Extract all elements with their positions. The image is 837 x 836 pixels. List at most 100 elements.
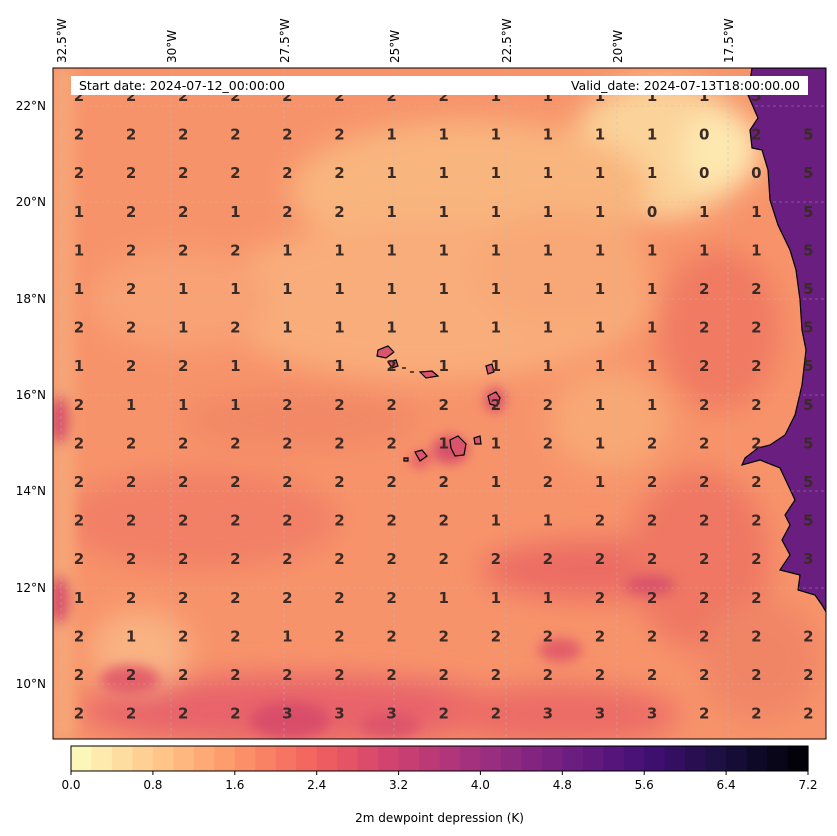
grid-value: 2 <box>699 396 709 414</box>
grid-value: 2 <box>438 705 448 723</box>
colorbar-cell <box>275 746 297 771</box>
grid-value: 1 <box>282 627 292 645</box>
colorbar-cell <box>705 746 727 771</box>
grid-value: 2 <box>126 705 136 723</box>
grid-value: 2 <box>74 627 84 645</box>
grid-value: 2 <box>178 705 188 723</box>
grid-value: 1 <box>595 434 605 452</box>
grid-value: 2 <box>230 87 240 105</box>
grid-value: 2 <box>230 473 240 491</box>
lat-label: 16°N <box>16 388 46 402</box>
grid-value: 2 <box>230 589 240 607</box>
colorbar-cell <box>664 746 686 771</box>
grid-value: 1 <box>386 164 396 182</box>
grid-value: 2 <box>334 473 344 491</box>
grid-value: 1 <box>282 357 292 375</box>
grid-value: 1 <box>230 357 240 375</box>
grid-value: 3 <box>543 705 553 723</box>
grid-value: 2 <box>282 203 292 221</box>
grid-value: 2 <box>543 550 553 568</box>
grid-value: 1 <box>491 164 501 182</box>
grid-value: 2 <box>282 164 292 182</box>
grid-value: 2 <box>334 627 344 645</box>
grid-value: 5 <box>803 203 813 221</box>
grid-value: 1 <box>74 357 84 375</box>
colorbar-title: 2m dewpoint depression (K) <box>355 811 524 825</box>
grid-value: 1 <box>647 357 657 375</box>
grid-value: 5 <box>803 319 813 337</box>
grid-value: 2 <box>647 550 657 568</box>
grid-value: 2 <box>126 203 136 221</box>
grid-value: 2 <box>74 126 84 144</box>
grid-value: 2 <box>334 87 344 105</box>
colorbar-cell <box>378 746 400 771</box>
grid-value: 1 <box>543 203 553 221</box>
grid-value: 1 <box>647 319 657 337</box>
grid-value: 2 <box>751 396 761 414</box>
grid-value: 2 <box>595 512 605 530</box>
grid-value: 1 <box>230 203 240 221</box>
grid-value: 2 <box>178 164 188 182</box>
grid-value: 0 <box>699 126 709 144</box>
grid-value: 2 <box>126 666 136 684</box>
grid-value: 2 <box>230 126 240 144</box>
grid-value: 1 <box>491 280 501 298</box>
valid-date-text: Valid_date: 2024-07-13T18:00:00.00 <box>571 78 800 93</box>
grid-value: 3 <box>647 705 657 723</box>
grid-value: 2 <box>699 280 709 298</box>
grid-value: 1 <box>438 319 448 337</box>
grid-value: 2 <box>595 627 605 645</box>
colorbar-ticks: 0.0 0.8 1.6 2.4 3.2 4.0 4.8 5.6 6.4 7.2 <box>61 771 818 792</box>
colorbar-cell <box>132 746 154 771</box>
grid-value: 1 <box>699 241 709 259</box>
colorbar-cell <box>787 746 809 771</box>
colorbar-cell <box>459 746 482 771</box>
grid-value: 2 <box>230 666 240 684</box>
grid-value: 1 <box>386 241 396 259</box>
colorbar-cell <box>746 746 768 771</box>
grid-value: 2 <box>74 87 84 105</box>
grid-value: 2 <box>699 512 709 530</box>
colorbar-cell <box>193 746 215 771</box>
grid-value: 2 <box>386 357 396 375</box>
grid-value: 2 <box>74 434 84 452</box>
grid-value: 1 <box>438 203 448 221</box>
grid-value: 2 <box>178 627 188 645</box>
colorbar-cell <box>357 746 379 771</box>
grid-value: 5 <box>803 280 813 298</box>
grid-value: 1 <box>595 473 605 491</box>
grid-value: 2 <box>126 512 136 530</box>
grid-value: 2 <box>438 87 448 105</box>
grid-value: 2 <box>334 512 344 530</box>
colorbar-cell <box>500 746 522 771</box>
grid-value: 1 <box>438 589 448 607</box>
grid-value: 2 <box>386 512 396 530</box>
grid-value: 1 <box>282 319 292 337</box>
grid-value: 1 <box>334 357 344 375</box>
grid-value: 1 <box>543 164 553 182</box>
grid-value: 2 <box>386 589 396 607</box>
grid-value: 1 <box>543 512 553 530</box>
grid-value: 2 <box>647 589 657 607</box>
colorbar-cell <box>152 746 174 771</box>
grid-value: 2 <box>438 550 448 568</box>
grid-value: 2 <box>438 473 448 491</box>
lat-label: 14°N <box>16 484 46 498</box>
lon-label: 17.5°W <box>722 18 736 63</box>
grid-value: 1 <box>491 126 501 144</box>
grid-value: 1 <box>595 319 605 337</box>
grid-value: 2 <box>751 550 761 568</box>
field-variations <box>60 80 820 739</box>
colorbar-cell <box>296 746 318 771</box>
grid-value: 5 <box>803 434 813 452</box>
colorbar-frame <box>70 745 809 772</box>
grid-value: 2 <box>647 473 657 491</box>
grid-value: 1 <box>74 203 84 221</box>
grid-value: 5 <box>803 164 813 182</box>
grid-value: 5 <box>803 126 813 144</box>
grid-value: 2 <box>543 434 553 452</box>
grid-value-labels: 2 2 2 2 2 2 2 2 1 1 1 1 1 5 2 2 2 2 2 2 1 1 1 1 1 1 0 2 5 2 2 2 2 2 2 1 1 1 1 1… <box>74 87 814 723</box>
grid-value: 1 <box>595 357 605 375</box>
lon-label: 20°W <box>611 30 625 63</box>
grid-value: 2 <box>178 589 188 607</box>
